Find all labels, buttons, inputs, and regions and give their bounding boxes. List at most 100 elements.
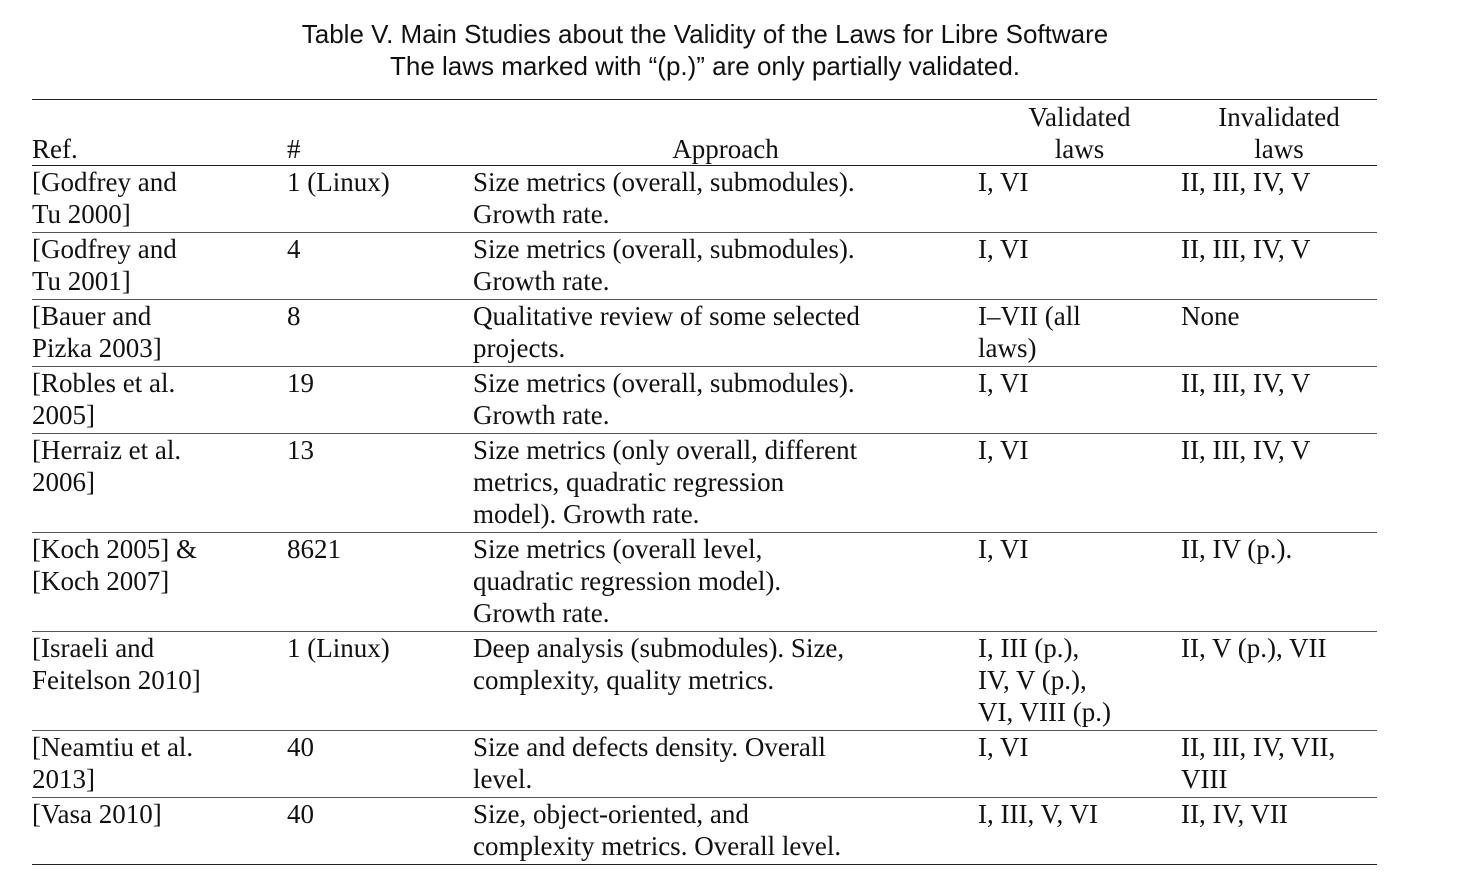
cell-invalidated-laws-line: II, III, IV, V <box>1181 368 1311 398</box>
cell-ref-line: [Godfrey and <box>32 167 177 197</box>
cell-approach-line: Size metrics (overall, submodules). <box>473 368 855 398</box>
header-ref: Ref. <box>32 134 78 164</box>
cell-ref: [Vasa 2010] <box>32 798 287 865</box>
cell-count: 19 <box>287 368 314 398</box>
cell-invalidated-laws: II, IV, VII <box>1181 798 1377 865</box>
cell-ref: [Godfrey and Tu 2000] <box>32 166 287 233</box>
header-count: # <box>287 134 301 164</box>
table-caption-title: Table V. Main Studies about the Validity… <box>301 19 1109 49</box>
cell-ref-line: [Robles et al. <box>32 368 176 398</box>
table-row: [Herraiz et al. 2006] 13 Size metrics (only… <box>32 434 1377 533</box>
cell-approach-line: Size, object-oriented, and <box>473 799 749 829</box>
cell-invalidated-laws-line: II, III, IV, VII, <box>1181 732 1336 762</box>
cell-approach-line: Size and defects density. Overall <box>473 732 826 762</box>
cell-ref-line: Feitelson 2010] <box>32 665 201 695</box>
cell-approach: Size metrics (overall level, quadratic re… <box>473 533 978 632</box>
cell-ref-line: [Herraiz et al. <box>32 435 182 465</box>
cell-invalidated-laws: II, III, IV, V <box>1181 233 1377 300</box>
cell-validated-laws-line: I, VI <box>978 534 1029 564</box>
cell-validated-laws: I, VI <box>978 166 1181 233</box>
cell-validated-laws: I, VI <box>978 434 1181 533</box>
cell-approach: Size metrics (only overall, different met… <box>473 434 978 533</box>
cell-count: 8 <box>287 301 301 331</box>
studies-table: Ref. # Approach Validated laws Invalidat… <box>32 99 1377 865</box>
cell-ref: [Koch 2005] & [Koch 2007] <box>32 533 287 632</box>
cell-count: 1 (Linux) <box>287 167 390 197</box>
table-caption-note: The laws marked with “(p.)” are only par… <box>389 51 1021 81</box>
cell-ref: [Godfrey and Tu 2001] <box>32 233 287 300</box>
cell-approach-line: Growth rate. <box>473 266 610 296</box>
cell-ref-line: [Israeli and <box>32 633 155 663</box>
cell-approach-line: Growth rate. <box>473 199 610 229</box>
cell-approach-line: Growth rate. <box>473 400 610 430</box>
cell-invalidated-laws: II, III, IV, V <box>1181 434 1377 533</box>
cell-ref: [Herraiz et al. 2006] <box>32 434 287 533</box>
cell-approach-line: level. <box>473 764 533 794</box>
cell-validated-laws-line: IV, V (p.), <box>978 665 1087 695</box>
cell-ref: [Israeli and Feitelson 2010] <box>32 632 287 731</box>
cell-invalidated-laws: II, III, IV, V <box>1181 367 1377 434</box>
cell-ref: [Neamtiu et al. 2013] <box>32 731 287 798</box>
cell-approach-line: metrics, quadratic regression <box>473 467 785 497</box>
cell-validated-laws-line: I, VI <box>978 732 1029 762</box>
cell-invalidated-laws: II, III, IV, V <box>1181 166 1377 233</box>
cell-validated-laws: I, III (p.), IV, V (p.), VI, VIII (p.) <box>978 632 1181 731</box>
cell-ref-line: [Koch 2007] <box>32 566 170 596</box>
cell-validated-laws: I, VI <box>978 533 1181 632</box>
cell-validated-laws-line: I, III (p.), <box>978 633 1080 663</box>
header-validated-laws: Validated laws <box>1028 102 1131 164</box>
cell-invalidated-laws-line: II, IV, VII <box>1181 799 1288 829</box>
cell-approach: Deep analysis (submodules). Size, complex… <box>473 632 978 731</box>
table-body: [Godfrey and Tu 2000] 1 (Linux) Size metric… <box>32 166 1377 865</box>
cell-count: 1 (Linux) <box>287 633 390 663</box>
cell-ref-line: [Godfrey and <box>32 234 177 264</box>
cell-count: 40 <box>287 799 314 829</box>
cell-ref: [Bauer and Pizka 2003] <box>32 300 287 367</box>
cell-ref: [Robles et al. 2005] <box>32 367 287 434</box>
table-row: [Israeli and Feitelson 2010] 1 (Linux) Deep… <box>32 632 1377 731</box>
cell-approach: Size metrics (overall, submodules). Growt… <box>473 233 978 300</box>
cell-approach-line: Size metrics (overall, submodules). <box>473 234 855 264</box>
cell-validated-laws-line: VI, VIII (p.) <box>978 697 1111 727</box>
cell-invalidated-laws: None <box>1181 300 1377 367</box>
cell-invalidated-laws: II, V (p.), VII <box>1181 632 1377 731</box>
cell-validated-laws-line: laws) <box>978 333 1037 363</box>
cell-approach-line: Deep analysis (submodules). Size, <box>473 633 845 663</box>
cell-count: 4 <box>287 234 301 264</box>
table-row: [Godfrey and Tu 2000] 1 (Linux) Size metric… <box>32 166 1377 233</box>
cell-validated-laws-line: I, VI <box>978 167 1029 197</box>
header-invalidated-laws: Invalidated laws <box>1218 102 1340 164</box>
cell-approach-line: model). Growth rate. <box>473 499 700 529</box>
cell-invalidated-laws-line: None <box>1181 301 1240 331</box>
cell-validated-laws-line: I, VI <box>978 368 1029 398</box>
cell-approach-line: Growth rate. <box>473 598 610 628</box>
cell-ref-line: 2005] <box>32 400 95 430</box>
table-row: [Vasa 2010] 40 Size, object-oriented, and c… <box>32 798 1377 865</box>
cell-approach-line: quadratic regression model). <box>473 566 782 596</box>
cell-approach: Size metrics (overall, submodules). Growt… <box>473 367 978 434</box>
cell-invalidated-laws-line: II, III, IV, V <box>1181 435 1311 465</box>
cell-validated-laws-line: I, VI <box>978 234 1029 264</box>
cell-approach: Size, object-oriented, and complexity met… <box>473 798 978 865</box>
cell-ref-line: 2006] <box>32 467 95 497</box>
cell-invalidated-laws-line: II, III, IV, V <box>1181 167 1311 197</box>
cell-approach-line: Size metrics (only overall, different <box>473 435 858 465</box>
cell-invalidated-laws-line: II, IV (p.). <box>1181 534 1293 564</box>
cell-approach: Size and defects density. Overall level. <box>473 731 978 798</box>
cell-invalidated-laws-line: II, V (p.), VII <box>1181 633 1327 663</box>
cell-count: 13 <box>287 435 314 465</box>
cell-approach-line: projects. <box>473 333 566 363</box>
cell-ref-line: Tu 2001] <box>32 266 131 296</box>
cell-invalidated-laws: II, IV (p.). <box>1181 533 1377 632</box>
header-row: Ref. # Approach Validated laws Invalidat… <box>32 99 1377 166</box>
cell-invalidated-laws-line: VIII <box>1181 764 1228 794</box>
cell-approach-line: complexity, quality metrics. <box>473 665 775 695</box>
cell-count: 8621 <box>287 534 341 564</box>
cell-invalidated-laws-line: II, III, IV, V <box>1181 234 1311 264</box>
cell-ref-line: [Koch 2005] & <box>32 534 197 564</box>
cell-approach-line: Qualitative review of some selected <box>473 301 860 331</box>
cell-validated-laws: I–VII (all laws) <box>978 300 1181 367</box>
cell-count: 40 <box>287 732 314 762</box>
cell-approach: Size metrics (overall, submodules). Growt… <box>473 166 978 233</box>
cell-ref-line: 2013] <box>32 764 95 794</box>
